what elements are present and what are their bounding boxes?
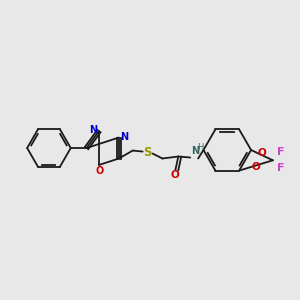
Text: N: N — [191, 146, 199, 156]
Text: S: S — [143, 146, 152, 159]
Text: F: F — [277, 147, 284, 158]
Text: O: O — [258, 148, 266, 158]
Text: H: H — [197, 143, 203, 152]
Text: F: F — [277, 163, 284, 173]
Text: N: N — [89, 125, 97, 135]
Text: O: O — [252, 162, 260, 172]
Text: O: O — [171, 170, 180, 180]
Text: N: N — [120, 131, 128, 142]
Text: O: O — [96, 166, 104, 176]
